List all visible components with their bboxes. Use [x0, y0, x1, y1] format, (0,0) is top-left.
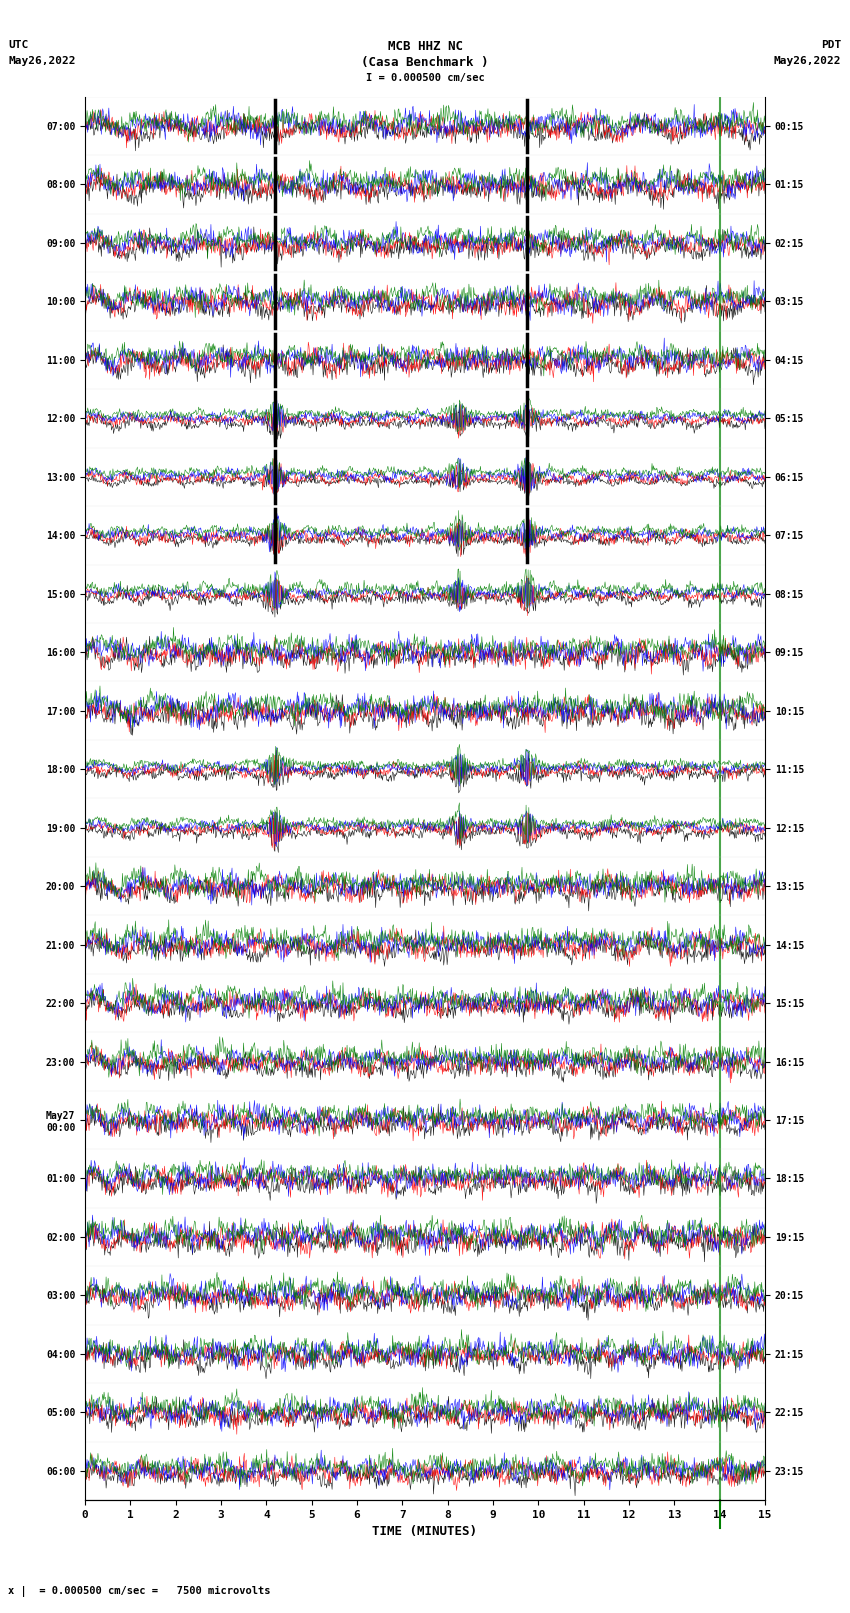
Text: UTC: UTC	[8, 40, 29, 50]
Text: MCB HHZ NC: MCB HHZ NC	[388, 40, 462, 53]
Text: (Casa Benchmark ): (Casa Benchmark )	[361, 56, 489, 69]
Text: I = 0.000500 cm/sec: I = 0.000500 cm/sec	[366, 73, 484, 82]
Text: PDT: PDT	[821, 40, 842, 50]
X-axis label: TIME (MINUTES): TIME (MINUTES)	[372, 1526, 478, 1539]
Text: x |  = 0.000500 cm/sec =   7500 microvolts: x | = 0.000500 cm/sec = 7500 microvolts	[8, 1586, 271, 1597]
Text: May26,2022: May26,2022	[774, 56, 842, 66]
Text: May26,2022: May26,2022	[8, 56, 76, 66]
